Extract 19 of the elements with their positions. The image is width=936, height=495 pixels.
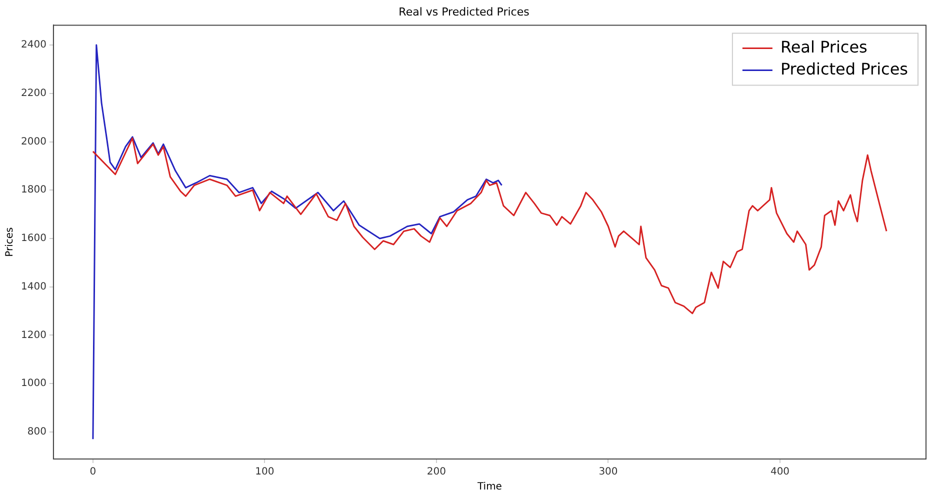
y-axis-title: Prices xyxy=(4,227,16,257)
y-tick-label: 2000 xyxy=(20,136,46,148)
x-tick-label: 0 xyxy=(90,466,96,478)
y-tick-label: 1600 xyxy=(20,233,46,244)
y-tick-label: 1400 xyxy=(20,281,46,292)
y-tick-label: 1000 xyxy=(20,378,46,390)
y-tick-label: 2200 xyxy=(20,88,46,99)
y-tick-label: 800 xyxy=(27,426,46,438)
chart-title: Real vs Predicted Prices xyxy=(398,5,530,18)
y-tick-label: 1800 xyxy=(20,184,46,196)
legend-label: Predicted Prices xyxy=(780,59,908,78)
y-tick-label: 2400 xyxy=(20,40,46,51)
y-tick-label: 1200 xyxy=(20,330,46,341)
x-tick-label: 400 xyxy=(770,466,790,478)
x-tick-label: 100 xyxy=(255,466,274,478)
x-tick-label: 300 xyxy=(598,466,618,478)
x-tick-label: 200 xyxy=(426,466,446,478)
x-axis-title: Time xyxy=(476,482,502,493)
legend-label: Real Prices xyxy=(780,37,868,56)
